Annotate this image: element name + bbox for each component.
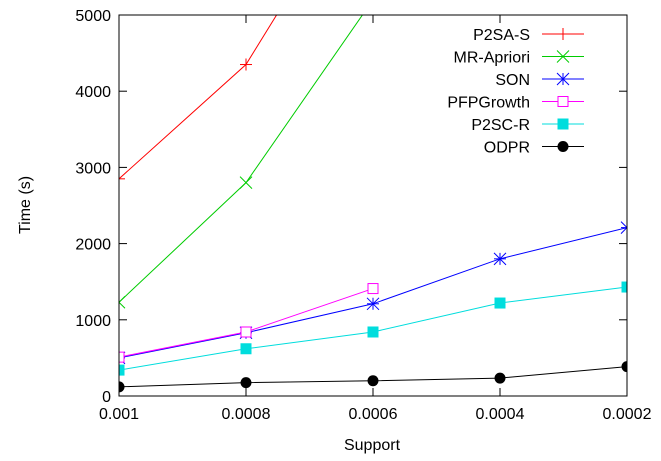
data-point-p2sc-r bbox=[240, 343, 252, 355]
y-tick-label: 2000 bbox=[75, 237, 111, 254]
data-point-pfpgrowth bbox=[367, 283, 379, 295]
y-tick-label: 4000 bbox=[75, 84, 111, 101]
legend-entry-p2sc-r: P2SC-R bbox=[471, 117, 584, 134]
legend-entry-pfpgrowth: PFPGrowth bbox=[447, 95, 584, 112]
data-point-p2sc-r bbox=[621, 281, 627, 293]
data-point-p2sc-r bbox=[367, 326, 379, 338]
x-axis-ticks: 0.001 0.0008 0.0006 0.0004 0.0002 bbox=[99, 15, 652, 423]
legend-label: MR-Apriori bbox=[454, 50, 530, 67]
data-point-pfpgrowth bbox=[240, 326, 252, 338]
legend-entry-odpr: ODPR bbox=[484, 140, 584, 157]
y-axis-ticks: 0 1000 2000 3000 4000 5000 bbox=[75, 8, 627, 406]
legend-entry-son: SON bbox=[495, 72, 584, 89]
legend-label: P2SA-S bbox=[473, 27, 530, 44]
data-point-son bbox=[493, 252, 507, 266]
legend-entry-p2sa-s: P2SA-S bbox=[473, 27, 584, 44]
data-point-mr-apriori bbox=[119, 295, 126, 309]
data-point-odpr bbox=[494, 372, 506, 384]
series-line-mr-apriori bbox=[119, 15, 364, 303]
data-point-mr-apriori bbox=[367, 0, 379, 6]
x-tick-label: 0.001 bbox=[99, 406, 139, 423]
legend: P2SA-S MR-Apriori SON PFPGrowth P2SC-R ODPR bbox=[447, 27, 584, 157]
series-pfpgrowth bbox=[119, 283, 379, 363]
legend-label: PFPGrowth bbox=[447, 95, 530, 112]
x-tick-label: 0.0002 bbox=[603, 406, 652, 423]
plot-frame bbox=[118, 14, 628, 397]
data-point-mr-apriori bbox=[239, 176, 253, 189]
legend-marker bbox=[556, 50, 570, 63]
data-point-p2sc-r bbox=[119, 364, 125, 376]
y-axis-label: Time (s) bbox=[17, 176, 34, 234]
legend-marker bbox=[557, 96, 569, 107]
legend-marker bbox=[557, 118, 569, 130]
x-tick-label: 0.0008 bbox=[222, 406, 271, 423]
legend-entry-mr-apriori: MR-Apriori bbox=[454, 50, 584, 67]
legend-marker bbox=[556, 72, 570, 86]
data-point-son bbox=[620, 221, 627, 234]
data-point-odpr bbox=[367, 375, 379, 387]
legend-label: SON bbox=[495, 72, 530, 89]
data-point-odpr bbox=[119, 381, 125, 393]
series-p2sc-r bbox=[119, 281, 627, 376]
data-point-son bbox=[366, 297, 380, 311]
series-odpr bbox=[119, 361, 627, 393]
data-point-odpr bbox=[240, 377, 252, 389]
data-point-p2sa-s bbox=[240, 58, 252, 71]
y-tick-label: 1000 bbox=[75, 313, 111, 330]
y-tick-label: 5000 bbox=[75, 8, 111, 25]
x-axis-label: Support bbox=[344, 437, 401, 454]
y-tick-label: 3000 bbox=[75, 160, 111, 177]
x-tick-label: 0.0006 bbox=[349, 406, 398, 423]
series-line-p2sa-s bbox=[119, 15, 278, 180]
legend-label: ODPR bbox=[484, 140, 530, 157]
data-point-p2sc-r bbox=[494, 297, 506, 309]
legend-label: P2SC-R bbox=[471, 117, 530, 134]
series-mr-apriori bbox=[119, 0, 379, 309]
y-tick-label: 0 bbox=[102, 389, 111, 406]
legend-marker bbox=[557, 141, 569, 152]
x-tick-label: 0.0004 bbox=[476, 406, 525, 423]
legend-marker bbox=[557, 28, 569, 40]
data-point-pfpgrowth bbox=[119, 351, 125, 363]
series-layer bbox=[119, 0, 627, 393]
data-point-p2sa-s bbox=[119, 172, 125, 185]
series-p2sa-s bbox=[119, 15, 278, 185]
data-point-odpr bbox=[621, 361, 627, 373]
